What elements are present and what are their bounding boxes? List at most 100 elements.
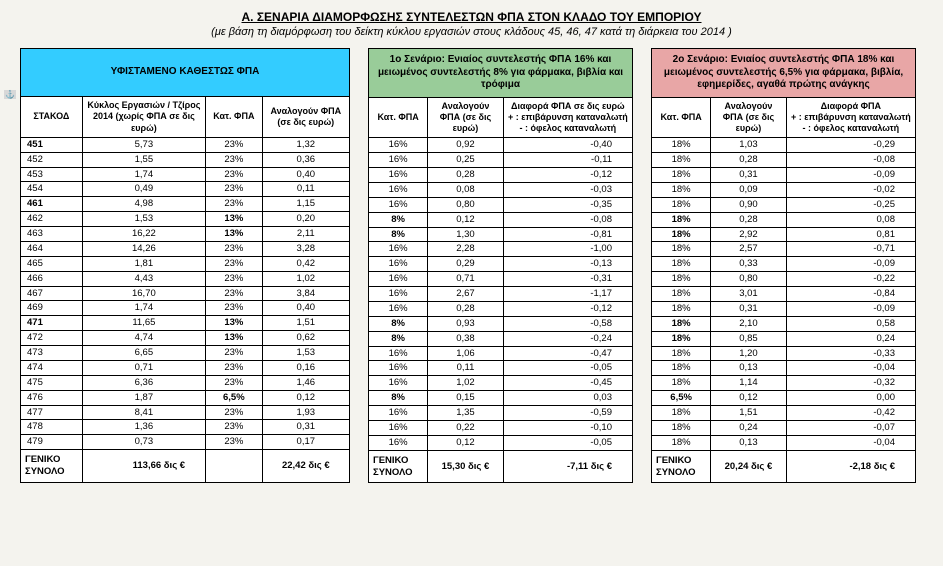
table1-header: ΥΦΙΣΤΑΜΕΝΟ ΚΑΘΕΣΤΩΣ ΦΠΑ [21,49,350,97]
cell: -0,24 [503,331,632,346]
cell: 11,65 [82,316,205,331]
table-row: 4664,4323%1,02 [21,271,350,286]
table-row: 18%1,14-0,32 [652,376,916,391]
cell: 0,13 [711,435,786,450]
table-row: 18%2,100,58 [652,316,916,331]
table-row: 4756,3623%1,46 [21,375,350,390]
t3-col0: Κατ. ΦΠΑ [652,97,711,138]
cell: 0,12 [428,212,503,227]
table-row: 18%0,31-0,09 [652,301,916,316]
cell: 16% [369,153,428,168]
cell: 23% [206,197,263,212]
table-row: 18%0,13-0,04 [652,435,916,450]
cell: -0,03 [503,182,632,197]
table-row: 18%1,03-0,29 [652,138,916,153]
cell: 16% [369,361,428,376]
cell: 16,70 [82,286,205,301]
cell: 0,40 [262,167,349,182]
table-row: 4781,3623%0,31 [21,420,350,435]
cell: -0,31 [503,272,632,287]
cell: 0,11 [428,361,503,376]
table-row: 16%0,12-0,05 [369,435,633,450]
table-row: 16%0,92-0,40 [369,138,633,153]
cell: 1,03 [711,138,786,153]
cell: -0,08 [786,153,915,168]
table-row: 18%0,24-0,07 [652,420,916,435]
cell: 1,35 [428,406,503,421]
table2-header: 1ο Σενάριο: Ενιαίος συντελεστής ΦΠΑ 16% … [369,49,633,98]
cell: 0,08 [428,182,503,197]
cell: 16% [369,272,428,287]
cell: 8,41 [82,405,205,420]
cell: -0,22 [786,272,915,287]
cell: 1,81 [82,256,205,271]
cell: 2,11 [262,227,349,242]
cell: 23% [206,137,263,152]
cell: 0,29 [428,257,503,272]
cell: 2,57 [711,242,786,257]
cell: 16,22 [82,227,205,242]
cell: 0,33 [711,257,786,272]
table-row: 4531,7423%0,40 [21,167,350,182]
cell: 0,49 [82,182,205,197]
cell: -1,17 [503,287,632,302]
table-row: 4790,7323%0,17 [21,435,350,450]
cell: 13% [206,227,263,242]
anchor-icon: ⚓ [4,90,16,99]
cell: -0,32 [786,376,915,391]
cell: 1,02 [428,376,503,391]
cell: 1,55 [82,152,205,167]
cell: 3,84 [262,286,349,301]
cell: 13% [206,331,263,346]
cell: 1,06 [428,346,503,361]
cell: 1,15 [262,197,349,212]
tables-container: ΥΦΙΣΤΑΜΕΝΟ ΚΑΘΕΣΤΩΣ ΦΠΑ ΣΤΑΚΟΔ Κύκλος Ερ… [20,48,923,483]
stakod-code: 464 [21,241,83,256]
cell: 0,09 [711,182,786,197]
cell: 2,92 [711,227,786,242]
cell: -0,09 [786,301,915,316]
cell: 0,00 [786,391,915,406]
cell: 8% [369,391,428,406]
cell: 13% [206,212,263,227]
cell: 14,26 [82,241,205,256]
table-row: 4521,5523%0,36 [21,152,350,167]
table-row: 16%0,28-0,12 [369,301,633,316]
cell: 0,16 [262,360,349,375]
table-row: 4540,4923%0,11 [21,182,350,197]
cell: 18% [652,376,711,391]
cell: 1,53 [262,346,349,361]
cell: 23% [206,420,263,435]
stakod-code: 466 [21,271,83,286]
table-row: 46414,2623%3,28 [21,241,350,256]
cell: 18% [652,435,711,450]
cell: 18% [652,242,711,257]
cell: -0,25 [786,197,915,212]
table-row: 8%0,38-0,24 [369,331,633,346]
stakod-code: 452 [21,152,83,167]
cell: 1,51 [711,406,786,421]
t1-col0: ΣΤΑΚΟΔ [21,97,83,138]
cell: -0,59 [503,406,632,421]
cell: 0,12 [428,435,503,450]
cell: 1,46 [262,375,349,390]
cell: -0,04 [786,435,915,450]
cell: 8% [369,212,428,227]
stakod-code: 476 [21,390,83,405]
table-row: 16%0,71-0,31 [369,272,633,287]
t2-col2: Διαφορά ΦΠΑ σε δις ευρώ + : επιβάρυνση κ… [503,97,632,138]
table-row: 4740,7123%0,16 [21,360,350,375]
cell: 0,28 [428,168,503,183]
table-row: 16%2,67-1,17 [369,287,633,302]
cell: -0,12 [503,168,632,183]
cell: 0,42 [262,256,349,271]
stakod-code: 477 [21,405,83,420]
cell: 1,20 [711,346,786,361]
table-row: 18%0,31-0,09 [652,168,916,183]
table-row: 16%0,11-0,05 [369,361,633,376]
cell: 0,28 [711,153,786,168]
table-row: 16%0,29-0,13 [369,257,633,272]
cell: 18% [652,212,711,227]
t3-col2: Διαφορά ΦΠΑ + : επιβάρυνση καταναλωτή - … [786,97,915,138]
table-row: 47111,6513%1,51 [21,316,350,331]
